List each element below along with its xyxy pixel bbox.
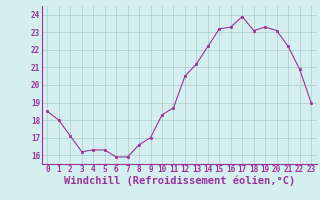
- X-axis label: Windchill (Refroidissement éolien,°C): Windchill (Refroidissement éolien,°C): [64, 176, 295, 186]
